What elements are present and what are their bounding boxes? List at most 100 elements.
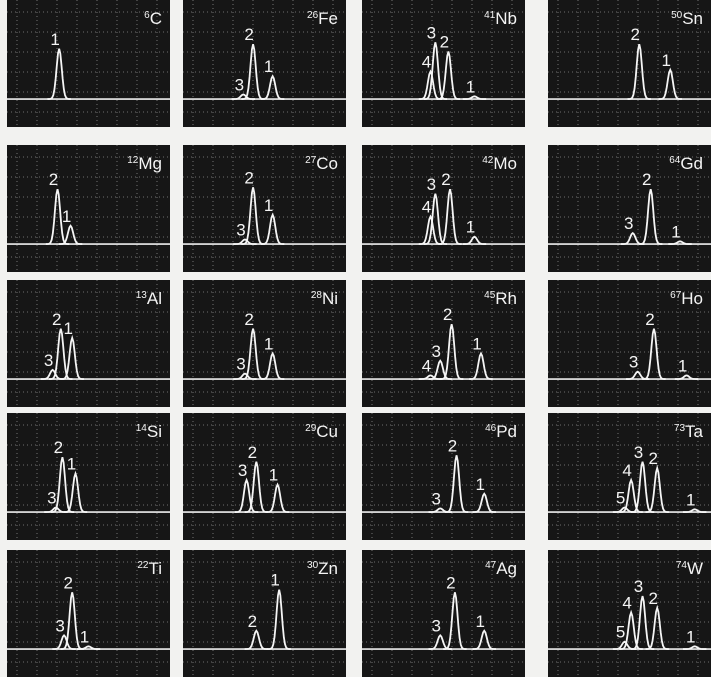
- peak-label: 3: [236, 355, 245, 374]
- spectrum-panel: 22Ti321: [7, 550, 170, 677]
- peak-label: 3: [432, 489, 441, 508]
- spectrum-panel: 29Cu321: [183, 413, 346, 540]
- peak-label: 2: [448, 436, 457, 455]
- peak-label: 2: [642, 170, 651, 189]
- peak-label: 1: [662, 51, 671, 70]
- spectrum-panel: 45Rh4321: [362, 280, 525, 407]
- element-symbol: Gd: [680, 154, 703, 173]
- peak-label: 2: [441, 170, 450, 189]
- mass-number: 26: [307, 10, 319, 21]
- peak-label: 3: [55, 616, 64, 635]
- peak-label: 3: [634, 443, 643, 462]
- mass-number: 73: [674, 423, 686, 434]
- mass-number: 64: [669, 155, 681, 166]
- peak-label: 1: [671, 222, 680, 241]
- peak-label: 2: [52, 310, 61, 329]
- peak-label: 2: [443, 305, 452, 324]
- peak-label: 1: [50, 30, 59, 49]
- peak-label: 3: [44, 351, 53, 370]
- element-symbol: Co: [316, 154, 338, 173]
- peak-label: 2: [244, 168, 253, 187]
- peak-label: 2: [244, 310, 253, 329]
- peak-label: 5: [616, 488, 625, 507]
- mass-number: 12: [127, 155, 139, 166]
- element-symbol: W: [687, 559, 703, 578]
- peak-label: 1: [686, 627, 695, 646]
- mass-number: 45: [484, 290, 496, 301]
- spectrum-panel: 26Fe 3 21: [183, 0, 346, 127]
- peak-label: 1: [264, 334, 273, 353]
- mass-number: 47: [485, 560, 497, 571]
- element-symbol: Ta: [685, 422, 704, 441]
- peak-label: 2: [645, 310, 654, 329]
- spectrum-panel: 28Ni321: [183, 280, 346, 407]
- element-symbol: Si: [147, 422, 162, 441]
- spectrum-panel: 14Si 3 21: [7, 413, 170, 540]
- peak-label: 1: [476, 612, 485, 631]
- peak-label: 3: [235, 75, 244, 94]
- peak-label: 4: [622, 593, 631, 612]
- peak-label: 1: [67, 455, 76, 474]
- element-symbol: Fe: [318, 9, 338, 28]
- mass-number: 27: [305, 155, 317, 166]
- peak-label: 3: [427, 175, 436, 194]
- peak-label: 1: [270, 571, 279, 590]
- spectrum-panel: 73Ta54321: [548, 413, 711, 540]
- element-symbol: Al: [147, 289, 162, 308]
- peak-label: 4: [622, 461, 631, 480]
- mass-number: 42: [482, 155, 494, 166]
- element-symbol: Ho: [681, 289, 703, 308]
- element-symbol: Sn: [682, 9, 703, 28]
- peak-label: 3: [427, 23, 436, 42]
- peak-label: 1: [466, 77, 475, 96]
- peak-label: 5: [616, 623, 625, 642]
- peak-label: 4: [422, 53, 431, 72]
- peak-label: 1: [476, 475, 485, 494]
- spectrum-panel: 50Sn21: [548, 0, 711, 127]
- mass-number: 13: [136, 290, 148, 301]
- peak-label: 3: [47, 488, 56, 507]
- mass-number: 74: [676, 560, 688, 571]
- mass-number: 46: [485, 423, 497, 434]
- element-symbol: C: [150, 9, 162, 28]
- peak-label: 1: [264, 57, 273, 76]
- peak-label: 2: [648, 449, 657, 468]
- peak-label: 2: [54, 438, 63, 457]
- peak-label: 3: [634, 577, 643, 596]
- element-symbol: Mg: [138, 154, 162, 173]
- element-symbol: Cu: [316, 422, 338, 441]
- peak-label: 1: [466, 218, 475, 237]
- peak-label: 2: [248, 612, 257, 631]
- mass-number: 41: [484, 10, 496, 21]
- element-symbol: Mo: [493, 154, 517, 173]
- mass-number: 14: [136, 423, 148, 434]
- element-symbol: Rh: [495, 289, 517, 308]
- peak-label: 1: [62, 207, 71, 226]
- peak-label: 2: [244, 25, 253, 44]
- peak-label: 1: [472, 334, 481, 353]
- peak-label: 2: [49, 170, 58, 189]
- mass-number: 28: [311, 290, 323, 301]
- peak-label: 3: [629, 353, 638, 372]
- spectrum-panel: 13Al321: [7, 280, 170, 407]
- element-symbol: Ti: [148, 559, 162, 578]
- peak-label: 2: [248, 443, 257, 462]
- mass-number: 22: [137, 560, 149, 571]
- spectrum-panel: 64Gd 3 2 1: [548, 145, 711, 272]
- spectrum-panel: 6C1: [7, 0, 170, 127]
- peak-label: 3: [432, 342, 441, 361]
- spectrum-panel: 12Mg 21: [7, 145, 170, 272]
- mass-number: 29: [305, 423, 317, 434]
- peak-label: 3: [236, 220, 245, 239]
- peak-label: 1: [269, 466, 278, 485]
- peak-label: 3: [624, 214, 633, 233]
- peak-label: 1: [80, 627, 89, 646]
- element-symbol: Ag: [496, 559, 517, 578]
- peak-label: 3: [432, 616, 441, 635]
- mass-number: 50: [671, 10, 683, 21]
- figure: 6C126Fe32141Nb432150Sn2112Mg2127Co32142M…: [0, 0, 711, 677]
